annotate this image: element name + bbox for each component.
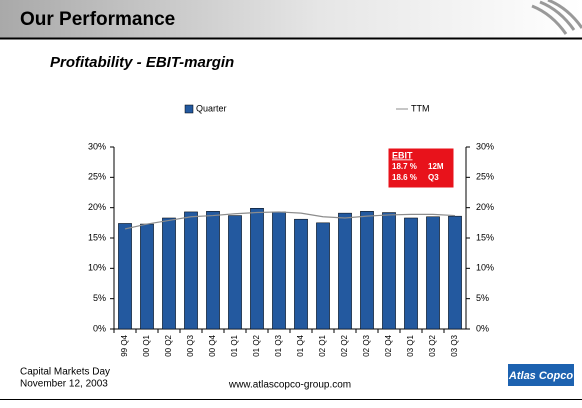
y2-tick-label: 10% [476,263,494,273]
y2-tick-label: 25% [476,172,494,182]
bar [382,213,395,329]
bar [272,212,285,329]
legend-label: Quarter [196,103,227,113]
bar [250,208,263,329]
x-tick-label: 01 Q2 [252,334,261,356]
bar [228,216,241,329]
bar [316,223,329,329]
legend-swatch [185,105,193,113]
x-tick-label: 03 Q2 [428,334,437,356]
x-tick-label: 00 Q3 [186,334,195,356]
x-tick-label: 02 Q2 [340,334,349,356]
y-tick-label: 10% [88,263,106,273]
footer-url: www.atlascopco-group.com [228,380,351,391]
y2-tick-label: 5% [476,293,489,303]
bar [448,216,461,329]
footer-date: November 12, 2003 [20,379,108,390]
slide: Our Performance Profitability - EBIT-mar… [0,0,582,408]
x-tick-label: 03 Q3 [450,334,459,356]
y2-tick-label: 30% [476,141,494,151]
legend-label: TTM [411,103,430,113]
x-tick-label: 02 Q3 [362,334,371,356]
annotation-text: 18.7 % [392,162,417,171]
x-tick-label: 01 Q1 [230,334,239,356]
x-tick-label: 03 Q1 [406,334,415,356]
bar [404,218,417,329]
x-tick-label: 01 Q4 [296,334,305,356]
annotation-title: EBIT [392,150,413,160]
y2-tick-label: 0% [476,323,489,333]
bar [118,223,131,329]
bar [426,217,439,329]
logo: Atlas Copco [508,370,573,382]
bar [206,211,219,329]
y2-tick-label: 20% [476,202,494,212]
footer-event: Capital Markets Day [20,367,110,378]
chart: Our Performance Profitability - EBIT-mar… [0,0,582,408]
annotation-text: Q3 [428,173,439,182]
x-tick-label: 99 Q4 [120,334,129,356]
x-tick-label: 00 Q4 [208,334,217,356]
bar [360,211,373,329]
bar [294,219,307,329]
x-tick-label: 02 Q1 [318,334,327,356]
bar [184,212,197,329]
bar [140,224,153,329]
bar [338,213,351,329]
y-tick-label: 15% [88,232,106,242]
y2-tick-label: 15% [476,232,494,242]
y-tick-label: 5% [93,293,106,303]
annotation-text: 18.6 % [392,173,417,182]
y-tick-label: 25% [88,172,106,182]
slide-title: Our Performance [20,9,175,30]
x-tick-label: 00 Q1 [142,334,151,356]
y-tick-label: 20% [88,202,106,212]
x-tick-label: 02 Q4 [384,334,393,356]
bar [162,218,175,329]
y-tick-label: 30% [88,141,106,151]
x-tick-label: 00 Q2 [164,334,173,356]
x-tick-label: 01 Q3 [274,334,283,356]
slide-subtitle: Profitability - EBIT-margin [50,54,234,71]
annotation-text: 12M [428,162,444,171]
y-tick-label: 0% [93,323,106,333]
